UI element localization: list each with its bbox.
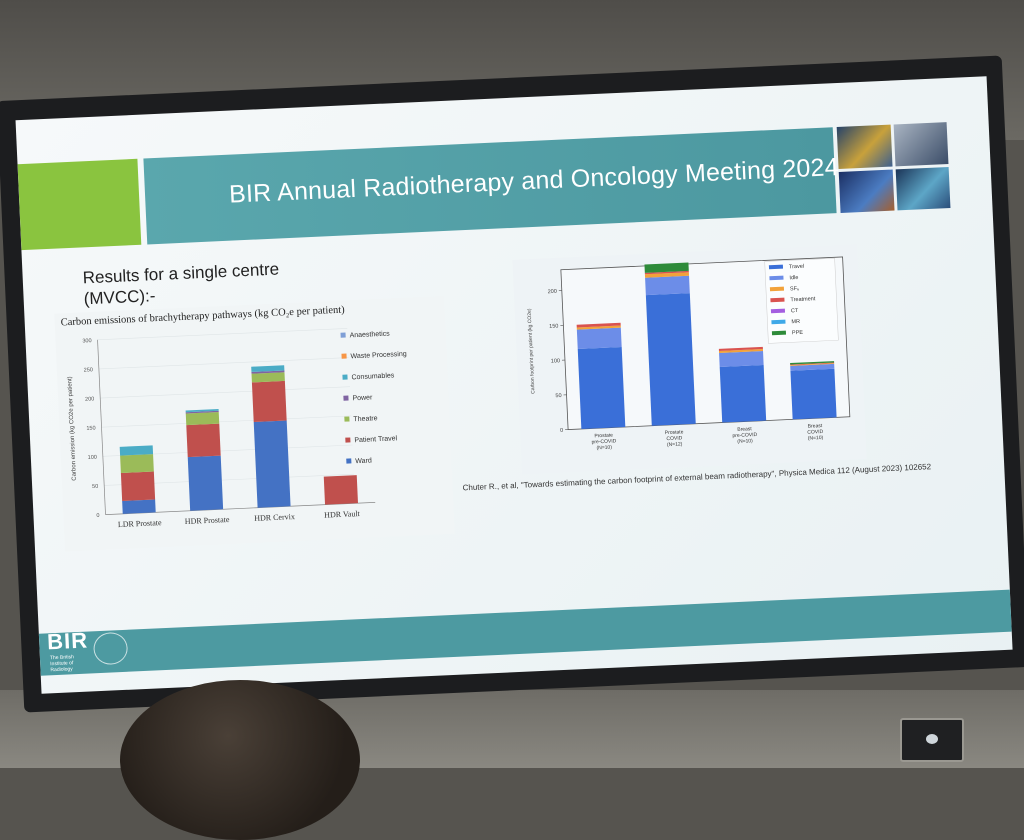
chart2-xtick-0-line3: (N=10) [596, 445, 612, 452]
chart2-legend-swatch-1 [769, 276, 783, 281]
brachytherapy-chart: Carbon emissions of brachytherapy pathwa… [54, 296, 454, 551]
chart1-legend-label-2: Consumables [351, 372, 395, 381]
chart1-gridline-3 [102, 416, 352, 427]
chart2-legend-swatch-0 [769, 265, 783, 270]
chart1-ylabel: Carbon emission (kg CO2e per patient) [67, 376, 78, 481]
chart2-legend-swatch-4 [771, 309, 785, 314]
chart2-bar-2-1 [719, 351, 764, 367]
footer-bar [39, 590, 1012, 676]
chart2-ytick-0: 0 [560, 428, 563, 434]
header-image-collage [837, 122, 951, 213]
chart1-bar-1-1 [186, 424, 220, 458]
chart2-legend-swatch-2 [770, 287, 784, 292]
chart2-legend-label-6: PPE [792, 330, 804, 337]
chart1-legend-label-4: Theatre [353, 415, 378, 423]
chart1-legend-label-3: Power [352, 394, 373, 402]
chart1-bar-2-2 [252, 372, 285, 382]
chart1-legend-label-1: Waste Processing [350, 351, 407, 361]
chart2-bar-2-0 [720, 365, 766, 423]
chart1-xtick-0: LDR Prostate [118, 518, 163, 529]
chart1-legend-swatch-2 [342, 375, 347, 380]
chart2-legend-label-4: CT [791, 308, 799, 314]
chart1-bar-2-1 [252, 381, 287, 422]
chart2-legend-label-3: Treatment [790, 296, 816, 303]
chart1-ytick-5: 250 [84, 367, 93, 373]
chart2-legend-swatch-3 [770, 298, 784, 303]
chart1-bar-1-0 [188, 456, 223, 511]
chart1-legend-swatch-1 [341, 354, 346, 359]
chart1-bar-0-1 [121, 472, 155, 501]
chart2-legend-swatch-6 [772, 331, 786, 336]
green-accent-block [18, 159, 142, 250]
bir-logo: BIR The British Institute of Radiology [47, 625, 140, 689]
chart1-legend-swatch-0 [340, 333, 345, 338]
logo-text: BIR [47, 628, 89, 656]
chart2-xtick-2-line3: (N=10) [737, 438, 753, 445]
chart1-ytick-2: 100 [88, 455, 97, 461]
chart1-bar-2-0 [254, 421, 291, 508]
chart2-bar-1-1 [645, 276, 690, 295]
chart1-legend-swatch-4 [344, 416, 349, 421]
chart1-bar-0-2 [120, 454, 154, 473]
chart2-bar-3-0 [790, 369, 836, 420]
exit-sign [900, 718, 964, 762]
chart1-legend-label-5: Patient Travel [354, 435, 398, 444]
chart1-gridline-6 [98, 328, 348, 339]
chart1-legend-swatch-6 [346, 458, 351, 463]
chart1-ytick-6: 300 [82, 338, 91, 344]
chart1-bar-0-0 [122, 500, 156, 514]
chart1-legend-swatch-5 [345, 437, 350, 442]
chart2-legend-label-2: SF₆ [790, 286, 800, 292]
chart1-gridline-5 [99, 358, 349, 369]
chart2-legend-label-0: Travel [789, 264, 804, 271]
logo-wave-icon [93, 632, 128, 666]
chart2-legend-label-5: MR [791, 319, 800, 325]
chart1-bar-0-4 [120, 445, 153, 455]
projection-screen: BIR Annual Radiotherapy and Oncology Mee… [0, 55, 1024, 712]
chart2-bar-0-1 [577, 328, 622, 349]
chart1-xtick-3: HDR Vault [324, 509, 361, 520]
audience-head [120, 680, 360, 840]
slide-title: BIR Annual Radiotherapy and Oncology Mee… [228, 153, 839, 210]
chart2-ytick-1: 50 [555, 393, 561, 399]
chart2-legend-swatch-5 [771, 320, 785, 325]
logo-subtext: The British Institute of Radiology [50, 654, 75, 673]
chart1-legend-label-0: Anaesthetics [349, 331, 390, 340]
title-bar: BIR Annual Radiotherapy and Oncology Mee… [143, 127, 836, 244]
chart2-bar-0-0 [578, 347, 626, 429]
chart2-xtick-3-line3: (N=10) [808, 435, 824, 442]
logo-subtext-3: Radiology [50, 666, 74, 673]
header-image-4 [895, 167, 950, 211]
chart1-ytick-1: 50 [92, 484, 98, 490]
brachytherapy-chart-svg: 0 50 100 150 200 250 300 Carbon emission (kg CO… [54, 296, 454, 551]
chart2-ytick-2: 100 [551, 358, 560, 364]
chart2-ytick-3: 150 [549, 324, 558, 330]
chart1-ytick-4: 200 [85, 396, 94, 402]
chart2-bar-1-0 [646, 293, 696, 426]
chart1-bar-1-2 [186, 412, 219, 425]
chart1-gridline-4 [100, 387, 350, 398]
header-image-1 [837, 125, 892, 169]
header-image-3 [839, 169, 894, 213]
chart1-xtick-1: HDR Prostate [185, 515, 230, 526]
slide-subtitle: Results for a single centre (MVCC):- [82, 259, 280, 310]
slide: BIR Annual Radiotherapy and Oncology Mee… [16, 76, 1013, 694]
chart2-ytick-4: 200 [548, 289, 557, 295]
chart2-legend-label-1: Idle [789, 275, 798, 281]
sign-icon [926, 734, 938, 744]
chart1-ytick-0: 0 [96, 513, 99, 519]
chart1-xtick-2: HDR Cervix [254, 512, 295, 523]
chart2-xtick-1-line3: (N=12) [667, 441, 683, 448]
header-image-2 [893, 122, 948, 166]
chart1-bar-3-1 [324, 475, 358, 504]
chart1-legend-swatch-3 [343, 395, 348, 400]
chart1-ytick-3: 150 [86, 425, 95, 431]
chart1-legend-label-6: Ward [355, 457, 372, 465]
